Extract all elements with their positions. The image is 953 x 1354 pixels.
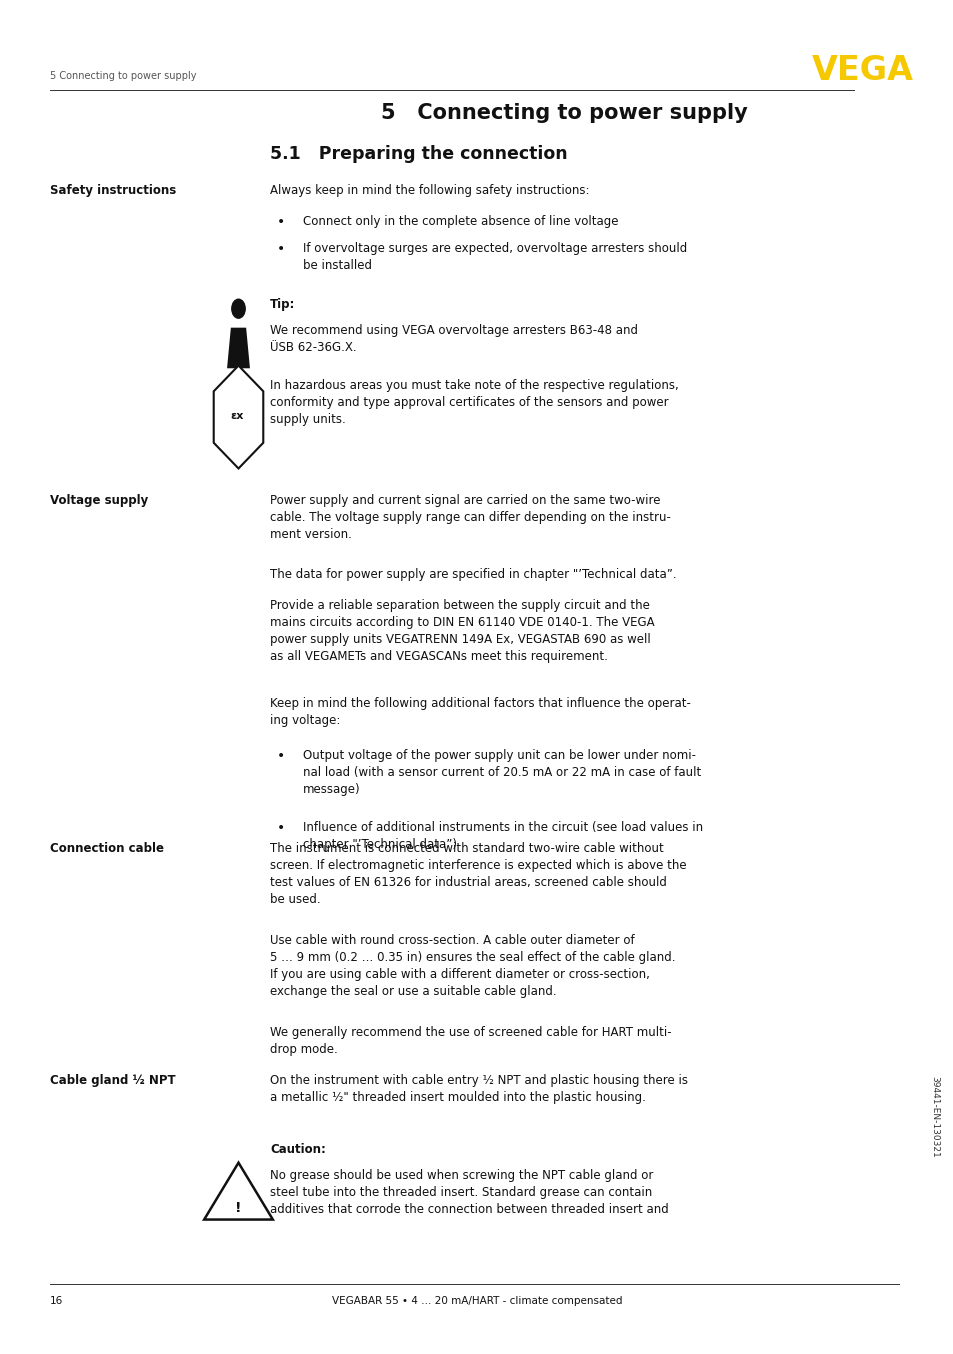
Text: •: • [277, 821, 285, 834]
Text: •: • [277, 749, 285, 764]
Text: Voltage supply: Voltage supply [50, 494, 148, 508]
Polygon shape [227, 328, 250, 368]
Text: On the instrument with cable entry ½ NPT and plastic housing there is
a metallic: On the instrument with cable entry ½ NPT… [270, 1074, 687, 1104]
Text: If overvoltage surges are expected, overvoltage arresters should
be installed: If overvoltage surges are expected, over… [303, 241, 687, 272]
Text: Influence of additional instruments in the circuit (see load values in
chapter ": Influence of additional instruments in t… [303, 821, 702, 850]
Text: •: • [277, 214, 285, 229]
Text: •: • [277, 241, 285, 256]
Polygon shape [213, 366, 263, 468]
Text: Safety instructions: Safety instructions [50, 184, 175, 198]
Text: εx: εx [231, 410, 244, 421]
Circle shape [232, 299, 245, 318]
Text: We generally recommend the use of screened cable for HART multi-
drop mode.: We generally recommend the use of screen… [270, 1026, 671, 1056]
Text: Tip:: Tip: [270, 298, 295, 311]
Text: Cable gland ½ NPT: Cable gland ½ NPT [50, 1074, 175, 1087]
Text: Connection cable: Connection cable [50, 842, 163, 856]
Text: 39441-EN-130321: 39441-EN-130321 [929, 1076, 939, 1158]
Polygon shape [204, 1163, 273, 1220]
Text: Always keep in mind the following safety instructions:: Always keep in mind the following safety… [270, 184, 589, 198]
Text: 16: 16 [50, 1296, 63, 1305]
Text: Provide a reliable separation between the supply circuit and the
mains circuits : Provide a reliable separation between th… [270, 598, 654, 663]
Text: Output voltage of the power supply unit can be lower under nomi-
nal load (with : Output voltage of the power supply unit … [303, 749, 700, 796]
Text: Caution:: Caution: [270, 1143, 326, 1156]
Text: No grease should be used when screwing the NPT cable gland or
steel tube into th: No grease should be used when screwing t… [270, 1169, 668, 1216]
Text: Keep in mind the following additional factors that influence the operat-
ing vol: Keep in mind the following additional fa… [270, 696, 690, 727]
Text: We recommend using VEGA overvoltage arresters B63-48 and
ÜSB 62-36G.X.: We recommend using VEGA overvoltage arre… [270, 324, 638, 355]
Text: 5   Connecting to power supply: 5 Connecting to power supply [380, 103, 747, 123]
Text: !: ! [235, 1201, 241, 1215]
Text: VEGABAR 55 • 4 … 20 mA/HART - climate compensated: VEGABAR 55 • 4 … 20 mA/HART - climate co… [332, 1296, 621, 1305]
Text: 5.1   Preparing the connection: 5.1 Preparing the connection [270, 145, 567, 162]
Text: Use cable with round cross-section. A cable outer diameter of
5 … 9 mm (0.2 … 0.: Use cable with round cross-section. A ca… [270, 934, 675, 998]
Text: The data for power supply are specified in chapter "’Technical data”.: The data for power supply are specified … [270, 567, 676, 581]
Text: VEGA: VEGA [811, 54, 913, 87]
Text: Power supply and current signal are carried on the same two-wire
cable. The volt: Power supply and current signal are carr… [270, 494, 670, 542]
Text: In hazardous areas you must take note of the respective regulations,
conformity : In hazardous areas you must take note of… [270, 379, 678, 427]
Text: The instrument is connected with standard two-wire cable without
screen. If elec: The instrument is connected with standar… [270, 842, 686, 906]
Text: Connect only in the complete absence of line voltage: Connect only in the complete absence of … [303, 214, 618, 227]
Text: 5 Connecting to power supply: 5 Connecting to power supply [50, 72, 196, 81]
